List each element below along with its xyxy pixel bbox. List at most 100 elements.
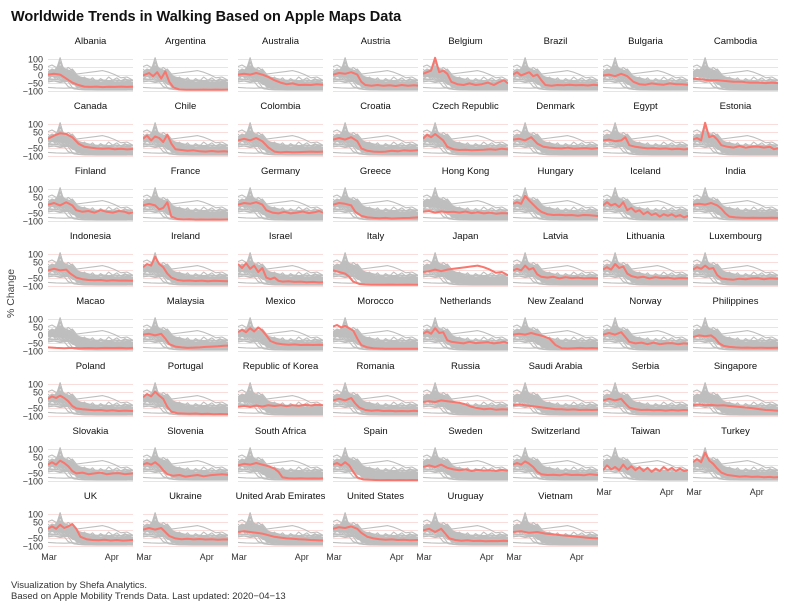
y-tick-label: 50 [33, 192, 43, 202]
facet-title: Italy [367, 231, 385, 242]
y-tick-label: 0 [38, 330, 43, 340]
series-line-australia [238, 72, 323, 86]
background-series-uruguay [48, 203, 133, 217]
series-line-czech-republic [423, 133, 508, 152]
series-line-argentina [143, 70, 228, 91]
facet-title: Netherlands [440, 296, 491, 307]
series-line-macao [48, 346, 133, 350]
y-tick-label: 50 [33, 322, 43, 332]
background-series-vietnam [333, 530, 418, 539]
background-series-vietnam [238, 75, 323, 84]
series-line-new-zealand [513, 332, 598, 350]
facet-title: Norway [629, 296, 661, 307]
background-series-group [603, 122, 688, 156]
x-tick-label: Mar [326, 552, 342, 562]
y-tick-label: −100 [23, 216, 43, 226]
facet-cambodia: Cambodia [693, 36, 778, 92]
facet-title: Latvia [543, 231, 569, 242]
background-series-group [48, 122, 133, 156]
x-tick-label: Mar [416, 552, 432, 562]
series-line-uruguay [423, 527, 508, 543]
background-series-vietnam [238, 335, 323, 344]
background-series-vietnam [603, 400, 688, 409]
series-line-luxembourg [693, 264, 778, 281]
facet-philippines: Philippines [693, 296, 778, 352]
background-series-group [603, 252, 688, 286]
facet-title: Serbia [632, 361, 660, 372]
series-line-turkey [693, 451, 778, 479]
background-series-united-states [693, 330, 778, 346]
facet-colombia: Colombia [238, 101, 323, 157]
facet-title: Albania [75, 36, 107, 47]
series-line-poland [48, 394, 133, 412]
background-series-uruguay [143, 528, 228, 542]
background-series-vietnam [143, 75, 228, 84]
background-series-vietnam [238, 270, 323, 279]
facet-title: Chile [175, 101, 197, 112]
background-series-group [423, 187, 508, 221]
facet-belgium: Belgium [423, 36, 508, 92]
facet-spain: Spain [333, 426, 418, 482]
background-series-uruguay [603, 268, 688, 282]
background-series-vietnam [333, 75, 418, 84]
y-tick-label: 100 [28, 314, 43, 324]
facet-iceland: Iceland [603, 166, 688, 222]
y-tick-label: −50 [28, 78, 43, 88]
series-line-latvia [513, 264, 598, 280]
facet-title: Ireland [171, 231, 200, 242]
x-tick-label: Mar [231, 552, 247, 562]
y-tick-label: −100 [23, 346, 43, 356]
background-series-united-states [603, 70, 688, 86]
background-series-vietnam [693, 465, 778, 474]
background-series-vietnam [603, 465, 688, 474]
background-series-united-states [333, 200, 418, 216]
facet-title: Hungary [538, 166, 574, 177]
caption-line-2: Based on Apple Mobility Trends Data. Las… [11, 591, 286, 602]
y-tick-label: 0 [38, 135, 43, 145]
background-series-vietnam [143, 140, 228, 149]
facet-greece: Greece [333, 166, 418, 222]
background-series-uruguay [603, 333, 688, 347]
y-tick-label: 50 [33, 387, 43, 397]
y-tick-label: −50 [28, 338, 43, 348]
y-tick-label: 100 [28, 379, 43, 389]
facet-france: France [143, 166, 228, 222]
series-line-vietnam [513, 530, 598, 540]
background-series-vietnam [143, 270, 228, 279]
facet-title: Czech Republic [432, 101, 499, 112]
x-tick-label: Mar [686, 487, 702, 497]
series-line-germany [238, 201, 323, 215]
facet-italy: Italy [333, 231, 418, 287]
y-tick-label: −50 [28, 468, 43, 478]
background-series-united-states [693, 70, 778, 86]
facet-title: Austria [361, 36, 391, 47]
facet-title: Croatia [360, 101, 391, 112]
series-line-south-africa [238, 462, 323, 480]
facet-serbia: Serbia [603, 361, 688, 417]
background-series-uruguay [693, 73, 778, 87]
facet-title: Israel [269, 231, 292, 242]
y-tick-label: 50 [33, 452, 43, 462]
background-series-vietnam [333, 270, 418, 279]
series-line-singapore [693, 403, 778, 412]
background-series-vietnam [143, 465, 228, 474]
x-tick-label: Apr [295, 552, 309, 562]
facet-romania: Romania [333, 361, 418, 417]
background-series-uruguay [513, 333, 598, 347]
chart-title: Worldwide Trends in Walking Based on App… [11, 9, 402, 25]
facet-malaysia: Malaysia [143, 296, 228, 352]
background-series-vietnam [513, 400, 598, 409]
series-line-philippines [693, 334, 778, 349]
facet-uruguay: Uruguay Mar Apr [416, 491, 508, 562]
background-series-vietnam [423, 140, 508, 149]
facet-sweden: Sweden [423, 426, 508, 482]
background-series-group [48, 317, 133, 351]
background-series-uruguay [333, 333, 418, 347]
series-line-united-states [333, 525, 418, 542]
facet-morocco: Morocco [333, 296, 418, 352]
facet-title: Singapore [714, 361, 757, 372]
background-series-united-states [333, 460, 418, 476]
facet-germany: Germany [238, 166, 323, 222]
